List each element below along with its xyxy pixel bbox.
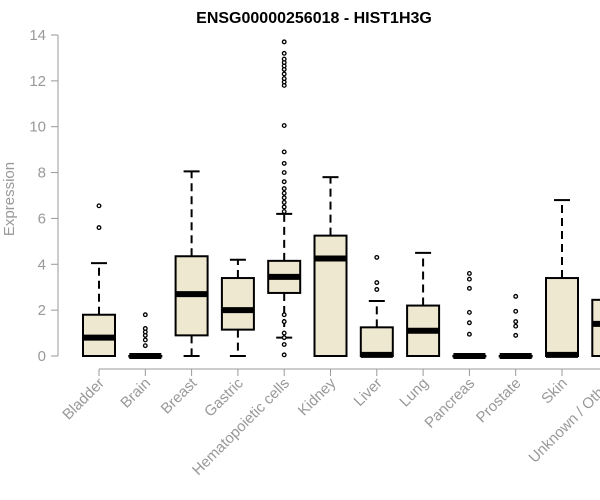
outlier-point [374,287,380,292]
outlier-point [281,352,287,358]
box-iqr [359,326,394,358]
box-bladder [82,203,116,358]
outlier-point [281,160,287,166]
x-tick-label: Liver [351,375,386,410]
y-tick-label: 2 [38,302,46,319]
x-tick-label: Skin [538,375,571,408]
outlier-point [513,332,519,338]
x-tick-label: Pancreas [421,375,478,432]
outlier-point [281,190,287,196]
outlier-point [281,186,287,192]
outlier-point [513,323,519,329]
y-tick-label: 4 [38,256,46,273]
outlier-point [466,285,472,291]
outlier-point [374,280,380,286]
box-breast [174,170,209,357]
box-iqr [591,298,600,358]
outlier-point [281,335,287,341]
y-tick-label: 6 [38,210,46,227]
x-tick-label: Prostate [473,375,525,427]
y-axis-label: Expression [1,162,18,236]
box-kidney [313,176,348,357]
outlier-point [513,308,519,314]
outlier-point [281,50,287,56]
box-hematopoietic-cells [267,39,302,358]
outlier-point [466,276,472,282]
box-skin [545,199,579,358]
box-iqr [545,277,579,357]
outlier-point [281,204,287,210]
outlier-point [281,149,287,155]
outlier-point [96,203,102,209]
y-tick-label: 10 [29,119,46,136]
outlier-point [281,39,287,45]
outlier-point [281,170,287,176]
outlier-point [142,343,148,349]
outlier-point [281,195,287,201]
outlier-point [96,225,102,231]
box-prostate [498,293,533,359]
outlier-point [281,342,287,347]
box-gastric [220,258,255,357]
x-tick-label: Bladder [59,375,108,424]
chart-title: ENSG00000256018 - HIST1H3G [196,10,432,27]
outlier-point [281,209,287,214]
x-tick-label: Gastric [201,374,247,420]
outlier-point [281,312,287,318]
box-iqr [313,234,348,357]
outlier-point [281,199,287,205]
outlier-point [513,293,519,299]
y-tick-label: 8 [38,165,46,182]
box-brain [128,312,163,359]
x-tick-label: Breast [158,374,201,417]
outlier-point [466,320,472,326]
outlier-point [466,271,472,276]
boxes-group [82,39,600,359]
outlier-point [142,312,148,318]
outlier-point [281,71,287,77]
outlier-point [281,319,287,325]
box-iqr [220,277,255,331]
outlier-point [281,179,287,185]
outlier-point [281,56,287,62]
outlier-point [142,326,148,331]
y-axis: 0 2 4 6 8 10 12 14 [29,27,59,365]
box-lung [406,251,441,357]
box-liver [359,254,394,358]
y-tick-label: 12 [29,73,46,90]
box-unknown-other [591,298,600,358]
outlier-point [281,123,287,129]
box-pancreas [452,271,487,359]
outlier-point [466,331,472,337]
outlier-point [513,319,519,325]
outlier-point [466,309,472,315]
y-tick-label: 0 [38,348,46,365]
outlier-point [374,254,380,260]
outlier-point [281,76,287,82]
x-tick-label: Lung [396,375,432,411]
outlier-point [142,337,148,343]
x-tick-label: Brain [117,375,154,412]
y-tick-label: 14 [29,27,46,44]
x-tick-label: Kidney [295,374,340,419]
outlier-point [281,330,287,336]
